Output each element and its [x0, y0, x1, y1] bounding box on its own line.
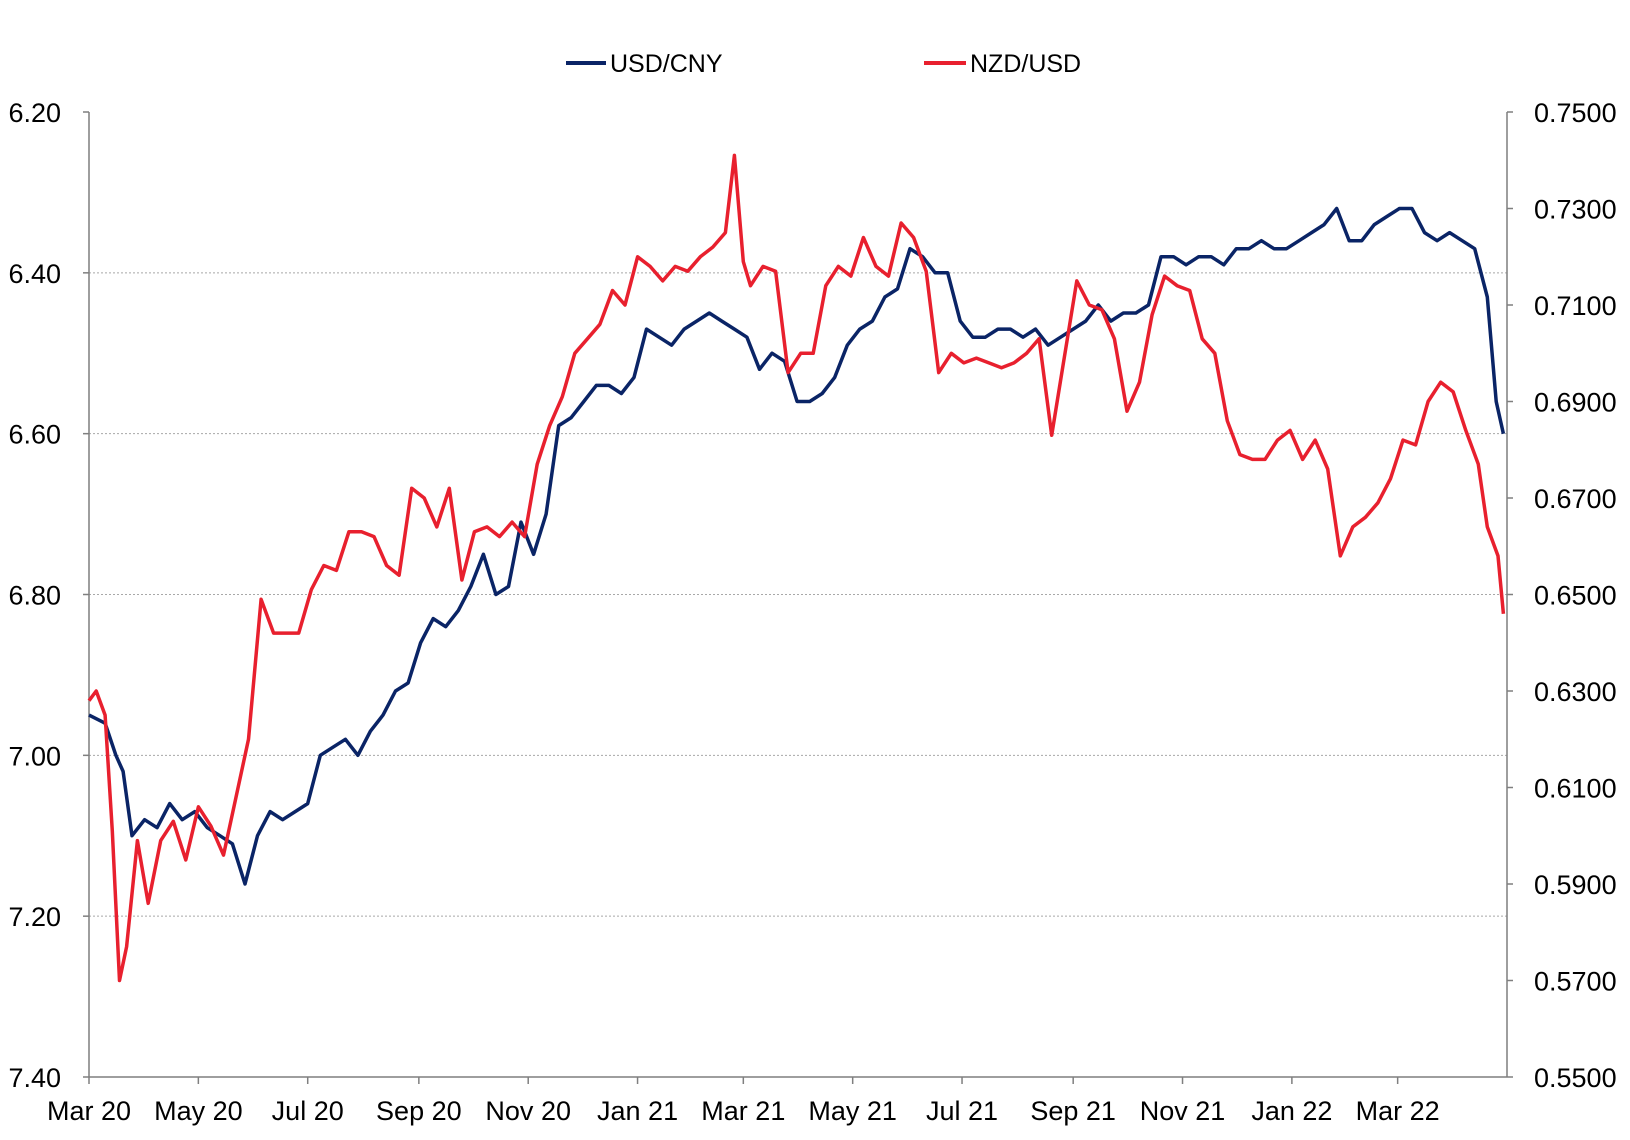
- left-axis-tick-labels: 6.20 6.40 6.60 6.80 7.00 7.20 7.40: [8, 98, 61, 1093]
- x-tick-label: Nov 20: [485, 1096, 571, 1126]
- x-tick-label: Sep 21: [1030, 1096, 1116, 1126]
- legend-label-nzdusd: NZD/USD: [970, 50, 1081, 78]
- legend-label-usdcny: USD/CNY: [610, 50, 723, 78]
- series-line-nzdusd: [87, 153, 1506, 983]
- axes: [83, 111, 1513, 1084]
- gridlines: [89, 272, 1507, 917]
- right-tick-label: 0.7100: [1534, 291, 1617, 321]
- x-tick-label: Mar 20: [47, 1096, 131, 1126]
- x-tick-label: Mar 21: [701, 1096, 785, 1126]
- right-tick-label: 0.6900: [1534, 388, 1617, 418]
- right-tick-label: 0.5500: [1534, 1063, 1617, 1093]
- x-tick-label: May 21: [808, 1096, 897, 1126]
- x-tick-label: Jan 22: [1251, 1096, 1332, 1126]
- left-tick-label: 7.00: [8, 741, 61, 771]
- right-tick-label: 0.5700: [1534, 967, 1617, 997]
- left-tick-label: 7.40: [8, 1063, 61, 1093]
- right-tick-label: 0.6100: [1534, 774, 1617, 804]
- left-tick-label: 6.60: [8, 420, 61, 450]
- right-tick-label: 0.6300: [1534, 677, 1617, 707]
- legend: USD/CNY NZD/USD: [566, 50, 1081, 78]
- right-tick-label: 0.7300: [1534, 195, 1617, 225]
- x-tick-label: Jul 21: [926, 1096, 998, 1126]
- x-tick-label: May 20: [154, 1096, 243, 1126]
- left-tick-label: 6.80: [8, 581, 61, 611]
- right-tick-label: 0.6500: [1534, 581, 1617, 611]
- right-tick-label: 0.6700: [1534, 484, 1617, 514]
- left-tick-label: 6.20: [8, 98, 61, 128]
- series-lines: [87, 153, 1506, 983]
- left-tick-label: 6.40: [8, 259, 61, 289]
- series-line-usdcny: [88, 206, 1506, 886]
- left-tick-label: 7.20: [8, 902, 61, 932]
- right-tick-label: 0.5900: [1534, 870, 1617, 900]
- x-tick-label: Jan 21: [597, 1096, 678, 1126]
- x-tick-label: Jul 20: [272, 1096, 344, 1126]
- right-axis-tick-labels: 0.7500 0.7300 0.7100 0.6900 0.6700 0.6500 0.63…: [1534, 98, 1617, 1093]
- x-tick-label: Sep 20: [376, 1096, 462, 1126]
- x-tick-label: Nov 21: [1140, 1096, 1226, 1126]
- right-tick-label: 0.7500: [1534, 98, 1617, 128]
- x-tick-label: Mar 22: [1356, 1096, 1440, 1126]
- x-axis-tick-labels: Mar 20 May 20 Jul 20 Sep 20 Nov 20 Jan 21 Mar …: [47, 1096, 1440, 1126]
